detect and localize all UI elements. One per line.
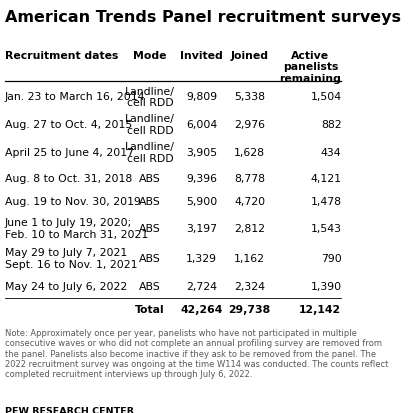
Text: 1,504: 1,504 bbox=[310, 93, 341, 102]
Text: 790: 790 bbox=[321, 254, 341, 264]
Text: June 1 to July 19, 2020;
Feb. 10 to March 31, 2021: June 1 to July 19, 2020; Feb. 10 to Marc… bbox=[5, 218, 148, 240]
Text: 9,396: 9,396 bbox=[186, 173, 217, 183]
Text: 1,329: 1,329 bbox=[186, 254, 217, 264]
Text: 8,778: 8,778 bbox=[234, 173, 265, 183]
Text: 4,121: 4,121 bbox=[310, 173, 341, 183]
Text: PEW RESEARCH CENTER: PEW RESEARCH CENTER bbox=[5, 407, 134, 413]
Text: Landline/
cell RDD: Landline/ cell RDD bbox=[125, 114, 175, 136]
Text: Jan. 23 to March 16, 2014: Jan. 23 to March 16, 2014 bbox=[5, 93, 145, 102]
Text: 3,905: 3,905 bbox=[186, 148, 217, 158]
Text: 29,738: 29,738 bbox=[228, 305, 270, 315]
Text: 1,162: 1,162 bbox=[234, 254, 265, 264]
Text: 6,004: 6,004 bbox=[186, 120, 217, 130]
Text: April 25 to June 4, 2017: April 25 to June 4, 2017 bbox=[5, 148, 134, 158]
Text: May 29 to July 7, 2021
Sept. 16 to Nov. 1, 2021: May 29 to July 7, 2021 Sept. 16 to Nov. … bbox=[5, 248, 137, 270]
Text: 2,724: 2,724 bbox=[186, 282, 217, 292]
Text: 882: 882 bbox=[321, 120, 341, 130]
Text: Aug. 19 to Nov. 30, 2019: Aug. 19 to Nov. 30, 2019 bbox=[5, 197, 141, 207]
Text: Invited: Invited bbox=[180, 51, 223, 61]
Text: 3,197: 3,197 bbox=[186, 224, 217, 234]
Text: Active
panelists
remaining: Active panelists remaining bbox=[280, 51, 341, 84]
Text: 4,720: 4,720 bbox=[234, 197, 265, 207]
Text: ABS: ABS bbox=[139, 282, 161, 292]
Text: ABS: ABS bbox=[139, 224, 161, 234]
Text: Total: Total bbox=[135, 305, 165, 315]
Text: 1,390: 1,390 bbox=[310, 282, 341, 292]
Text: May 24 to July 6, 2022: May 24 to July 6, 2022 bbox=[5, 282, 127, 292]
Text: 1,543: 1,543 bbox=[310, 224, 341, 234]
Text: Recruitment dates: Recruitment dates bbox=[5, 51, 118, 61]
Text: American Trends Panel recruitment surveys: American Trends Panel recruitment survey… bbox=[5, 10, 401, 25]
Text: 2,812: 2,812 bbox=[234, 224, 265, 234]
Text: 42,264: 42,264 bbox=[180, 305, 223, 315]
Text: 2,976: 2,976 bbox=[234, 120, 265, 130]
Text: 1,478: 1,478 bbox=[310, 197, 341, 207]
Text: Mode: Mode bbox=[133, 51, 167, 61]
Text: 5,338: 5,338 bbox=[234, 93, 265, 102]
Text: Landline/
cell RDD: Landline/ cell RDD bbox=[125, 142, 175, 164]
Text: Joined: Joined bbox=[231, 51, 268, 61]
Text: ABS: ABS bbox=[139, 197, 161, 207]
Text: Aug. 27 to Oct. 4, 2015: Aug. 27 to Oct. 4, 2015 bbox=[5, 120, 132, 130]
Text: ABS: ABS bbox=[139, 254, 161, 264]
Text: 5,900: 5,900 bbox=[186, 197, 217, 207]
Text: Aug. 8 to Oct. 31, 2018: Aug. 8 to Oct. 31, 2018 bbox=[5, 173, 132, 183]
Text: Note: Approximately once per year, panelists who have not participated in multip: Note: Approximately once per year, panel… bbox=[5, 329, 388, 380]
Text: 1,628: 1,628 bbox=[234, 148, 265, 158]
Text: ABS: ABS bbox=[139, 173, 161, 183]
Text: 2,324: 2,324 bbox=[234, 282, 265, 292]
Text: 9,809: 9,809 bbox=[186, 93, 217, 102]
Text: 12,142: 12,142 bbox=[299, 305, 341, 315]
Text: 434: 434 bbox=[321, 148, 341, 158]
Text: Landline/
cell RDD: Landline/ cell RDD bbox=[125, 87, 175, 108]
